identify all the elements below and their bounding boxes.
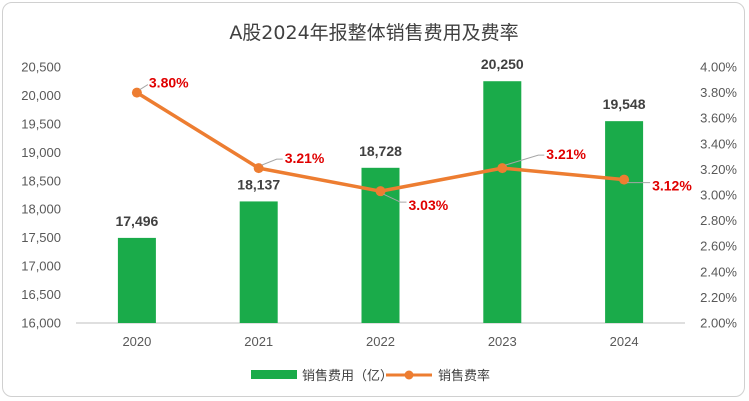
bar	[239, 201, 278, 323]
left-tick-label: 20,500	[21, 60, 61, 75]
legend-bar-label: 销售费用（亿）	[302, 368, 393, 384]
leader-line	[139, 84, 149, 91]
leader-line	[261, 158, 283, 166]
left-tick-label: 19,500	[21, 116, 61, 131]
left-axis: 16,000 16,500 17,000 17,500 18,000 18,500 19,0…	[21, 60, 61, 331]
right-tick-label: 2.60%	[700, 239, 737, 254]
rate-marker	[497, 163, 508, 174]
legend-line-marker	[404, 370, 414, 380]
bar-value-label: 18,728	[359, 143, 402, 159]
left-tick-label: 17,500	[21, 230, 61, 245]
x-tick-label: 2024	[610, 334, 639, 349]
bar	[483, 81, 522, 323]
bar-series	[117, 81, 644, 323]
bar-value-label: 17,496	[115, 213, 158, 229]
left-tick-label: 19,000	[21, 145, 61, 160]
legend-bar-swatch	[251, 370, 297, 379]
left-tick-label: 18,000	[21, 202, 61, 217]
leader-line	[505, 154, 545, 166]
right-tick-label: 2.80%	[700, 213, 737, 228]
bar	[605, 121, 644, 323]
data-labels: 17,496 18,137 18,728 20,250 19,548 3.80% 3.21%…	[115, 56, 692, 229]
right-axis: 2.00% 2.20% 2.40% 2.60% 2.80% 3.00% 3.20% 3.40%…	[700, 60, 737, 331]
bar	[117, 237, 156, 323]
line-series	[131, 87, 630, 197]
right-tick-label: 3.80%	[700, 85, 737, 100]
left-tick-label: 20,000	[21, 88, 61, 103]
rate-marker	[131, 87, 142, 98]
x-tick-label: 2022	[366, 334, 395, 349]
rate-value-label: 3.12%	[652, 178, 692, 194]
bar-value-label: 18,137	[237, 176, 280, 192]
rate-marker	[375, 186, 386, 197]
right-tick-label: 3.00%	[700, 188, 737, 203]
right-tick-label: 2.20%	[700, 290, 737, 305]
legend-line-label: 销售费率	[438, 368, 490, 384]
left-tick-label: 16,500	[21, 287, 61, 302]
bar-value-label: 19,548	[603, 96, 646, 112]
x-tick-label: 2023	[488, 334, 517, 349]
rate-marker	[619, 174, 630, 185]
rate-value-label: 3.21%	[546, 146, 586, 162]
x-tick-label: 2020	[122, 334, 151, 349]
right-tick-label: 3.60%	[700, 111, 737, 126]
left-tick-label: 18,500	[21, 173, 61, 188]
right-tick-label: 4.00%	[700, 60, 737, 75]
rate-value-label: 3.21%	[285, 150, 325, 166]
right-tick-label: 3.20%	[700, 162, 737, 177]
rate-value-label: 3.03%	[409, 197, 449, 213]
left-tick-label: 16,000	[21, 316, 61, 331]
bar-value-label: 20,250	[481, 56, 524, 72]
rate-value-label: 3.80%	[149, 75, 189, 91]
x-axis: 2020 2021 2022 2023 2024	[122, 334, 638, 349]
leader-line	[383, 193, 407, 203]
x-tick-label: 2021	[244, 334, 273, 349]
right-tick-label: 3.40%	[700, 136, 737, 151]
right-tick-label: 2.00%	[700, 316, 737, 331]
legend: 销售费用（亿） 销售费率	[251, 368, 490, 384]
rate-marker	[253, 163, 264, 174]
right-tick-label: 2.40%	[700, 264, 737, 279]
chart-title: A股2024年报整体销售费用及费率	[229, 22, 518, 44]
left-tick-label: 17,000	[21, 259, 61, 274]
